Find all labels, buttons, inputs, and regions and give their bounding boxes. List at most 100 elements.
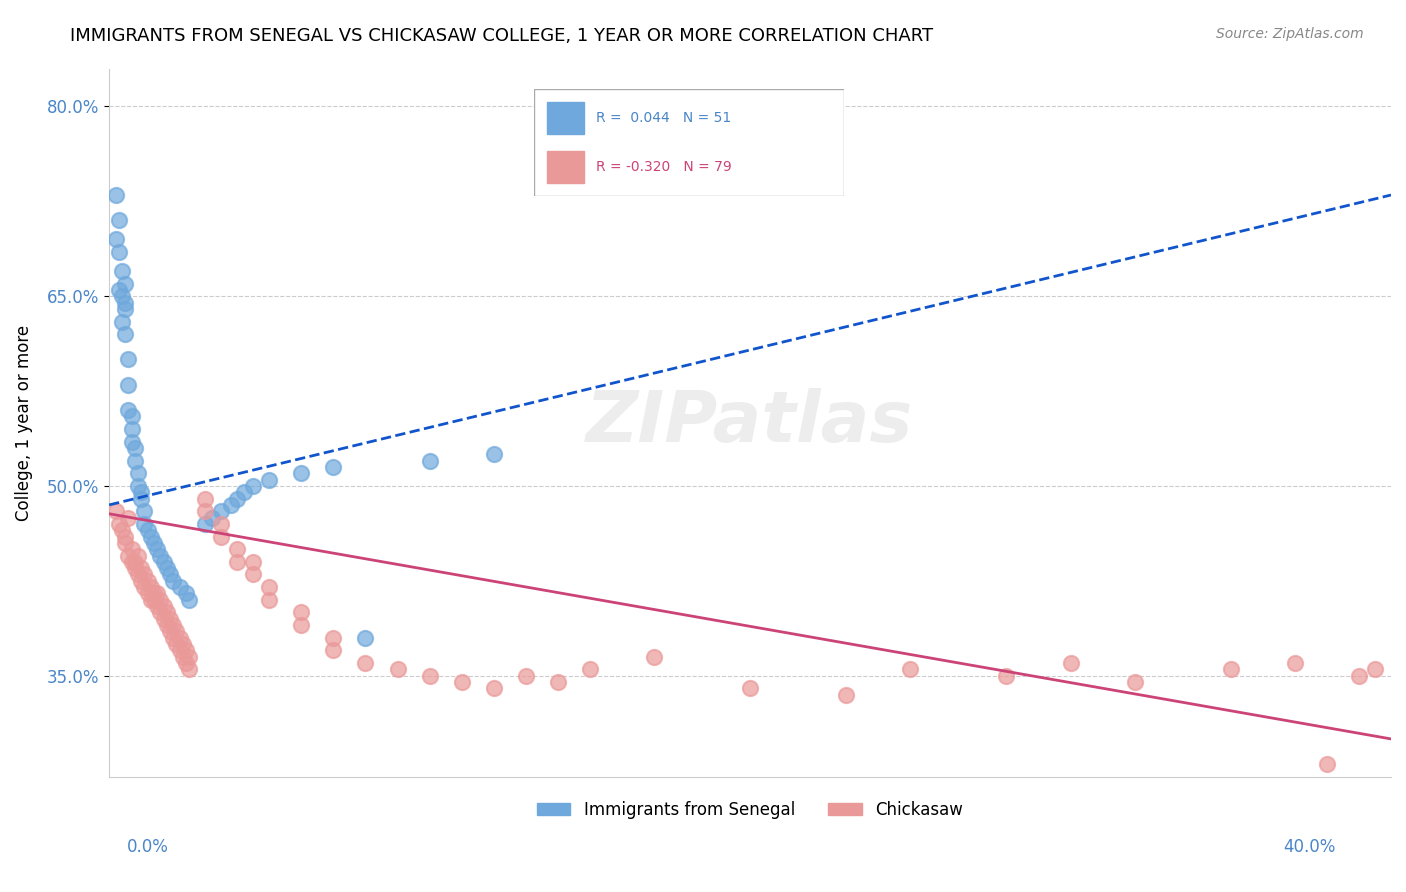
- Point: [232, 485, 254, 500]
- Point: [129, 561, 152, 575]
- Point: [139, 580, 162, 594]
- Point: [172, 637, 194, 651]
- Point: [1059, 656, 1081, 670]
- Point: [127, 479, 149, 493]
- Point: [1219, 662, 1241, 676]
- Point: [643, 649, 665, 664]
- Point: [114, 327, 136, 342]
- Point: [169, 631, 191, 645]
- Point: [104, 188, 127, 202]
- Point: [419, 453, 441, 467]
- Point: [114, 295, 136, 310]
- FancyBboxPatch shape: [534, 89, 844, 196]
- Point: [995, 668, 1018, 682]
- Point: [290, 467, 312, 481]
- Text: 0.0%: 0.0%: [127, 838, 169, 855]
- Text: R = -0.320   N = 79: R = -0.320 N = 79: [596, 161, 733, 174]
- Y-axis label: College, 1 year or more: College, 1 year or more: [15, 325, 32, 521]
- Point: [450, 675, 472, 690]
- Point: [209, 516, 232, 531]
- Point: [107, 516, 129, 531]
- Point: [898, 662, 921, 676]
- Point: [117, 403, 139, 417]
- Point: [129, 485, 152, 500]
- Point: [143, 536, 166, 550]
- Point: [322, 643, 344, 657]
- Point: [165, 637, 187, 651]
- Point: [117, 377, 139, 392]
- Point: [129, 574, 152, 588]
- Point: [169, 643, 191, 657]
- Point: [146, 586, 169, 600]
- Point: [129, 491, 152, 506]
- Text: R =  0.044   N = 51: R = 0.044 N = 51: [596, 112, 731, 125]
- Point: [738, 681, 761, 696]
- Point: [114, 301, 136, 316]
- Point: [1348, 668, 1371, 682]
- Point: [136, 574, 159, 588]
- Point: [515, 668, 537, 682]
- Point: [114, 277, 136, 291]
- Point: [482, 447, 505, 461]
- Point: [111, 264, 134, 278]
- Point: [226, 542, 249, 557]
- Point: [354, 656, 377, 670]
- Point: [149, 606, 172, 620]
- Point: [127, 549, 149, 563]
- Point: [290, 618, 312, 632]
- Bar: [547, 102, 583, 134]
- Point: [111, 314, 134, 328]
- Point: [226, 491, 249, 506]
- Point: [1284, 656, 1306, 670]
- Point: [209, 504, 232, 518]
- Point: [107, 244, 129, 259]
- Point: [419, 668, 441, 682]
- Point: [482, 681, 505, 696]
- Point: [104, 232, 127, 246]
- Point: [121, 555, 143, 569]
- Point: [242, 555, 264, 569]
- Point: [127, 567, 149, 582]
- Point: [579, 662, 602, 676]
- Point: [159, 567, 181, 582]
- Point: [194, 516, 217, 531]
- Point: [121, 409, 143, 424]
- Point: [143, 586, 166, 600]
- Point: [134, 580, 156, 594]
- Point: [174, 586, 197, 600]
- Point: [172, 649, 194, 664]
- Point: [124, 453, 146, 467]
- Point: [117, 352, 139, 367]
- Point: [169, 580, 191, 594]
- Point: [242, 479, 264, 493]
- Point: [1123, 675, 1146, 690]
- Point: [162, 574, 184, 588]
- Point: [354, 631, 377, 645]
- Point: [156, 618, 179, 632]
- Point: [124, 441, 146, 455]
- Point: [226, 555, 249, 569]
- Point: [174, 643, 197, 657]
- Point: [104, 504, 127, 518]
- Point: [136, 586, 159, 600]
- Point: [152, 612, 174, 626]
- Point: [124, 555, 146, 569]
- Point: [162, 631, 184, 645]
- Point: [322, 631, 344, 645]
- Point: [387, 662, 409, 676]
- Point: [165, 624, 187, 639]
- Point: [179, 662, 201, 676]
- Point: [121, 542, 143, 557]
- Point: [174, 656, 197, 670]
- Point: [219, 498, 242, 512]
- Point: [159, 624, 181, 639]
- Point: [124, 561, 146, 575]
- Point: [547, 675, 569, 690]
- Point: [259, 580, 281, 594]
- Point: [152, 599, 174, 613]
- Point: [139, 529, 162, 543]
- Point: [117, 510, 139, 524]
- Point: [111, 523, 134, 537]
- Text: IMMIGRANTS FROM SENEGAL VS CHICKASAW COLLEGE, 1 YEAR OR MORE CORRELATION CHART: IMMIGRANTS FROM SENEGAL VS CHICKASAW COL…: [70, 27, 934, 45]
- Point: [117, 549, 139, 563]
